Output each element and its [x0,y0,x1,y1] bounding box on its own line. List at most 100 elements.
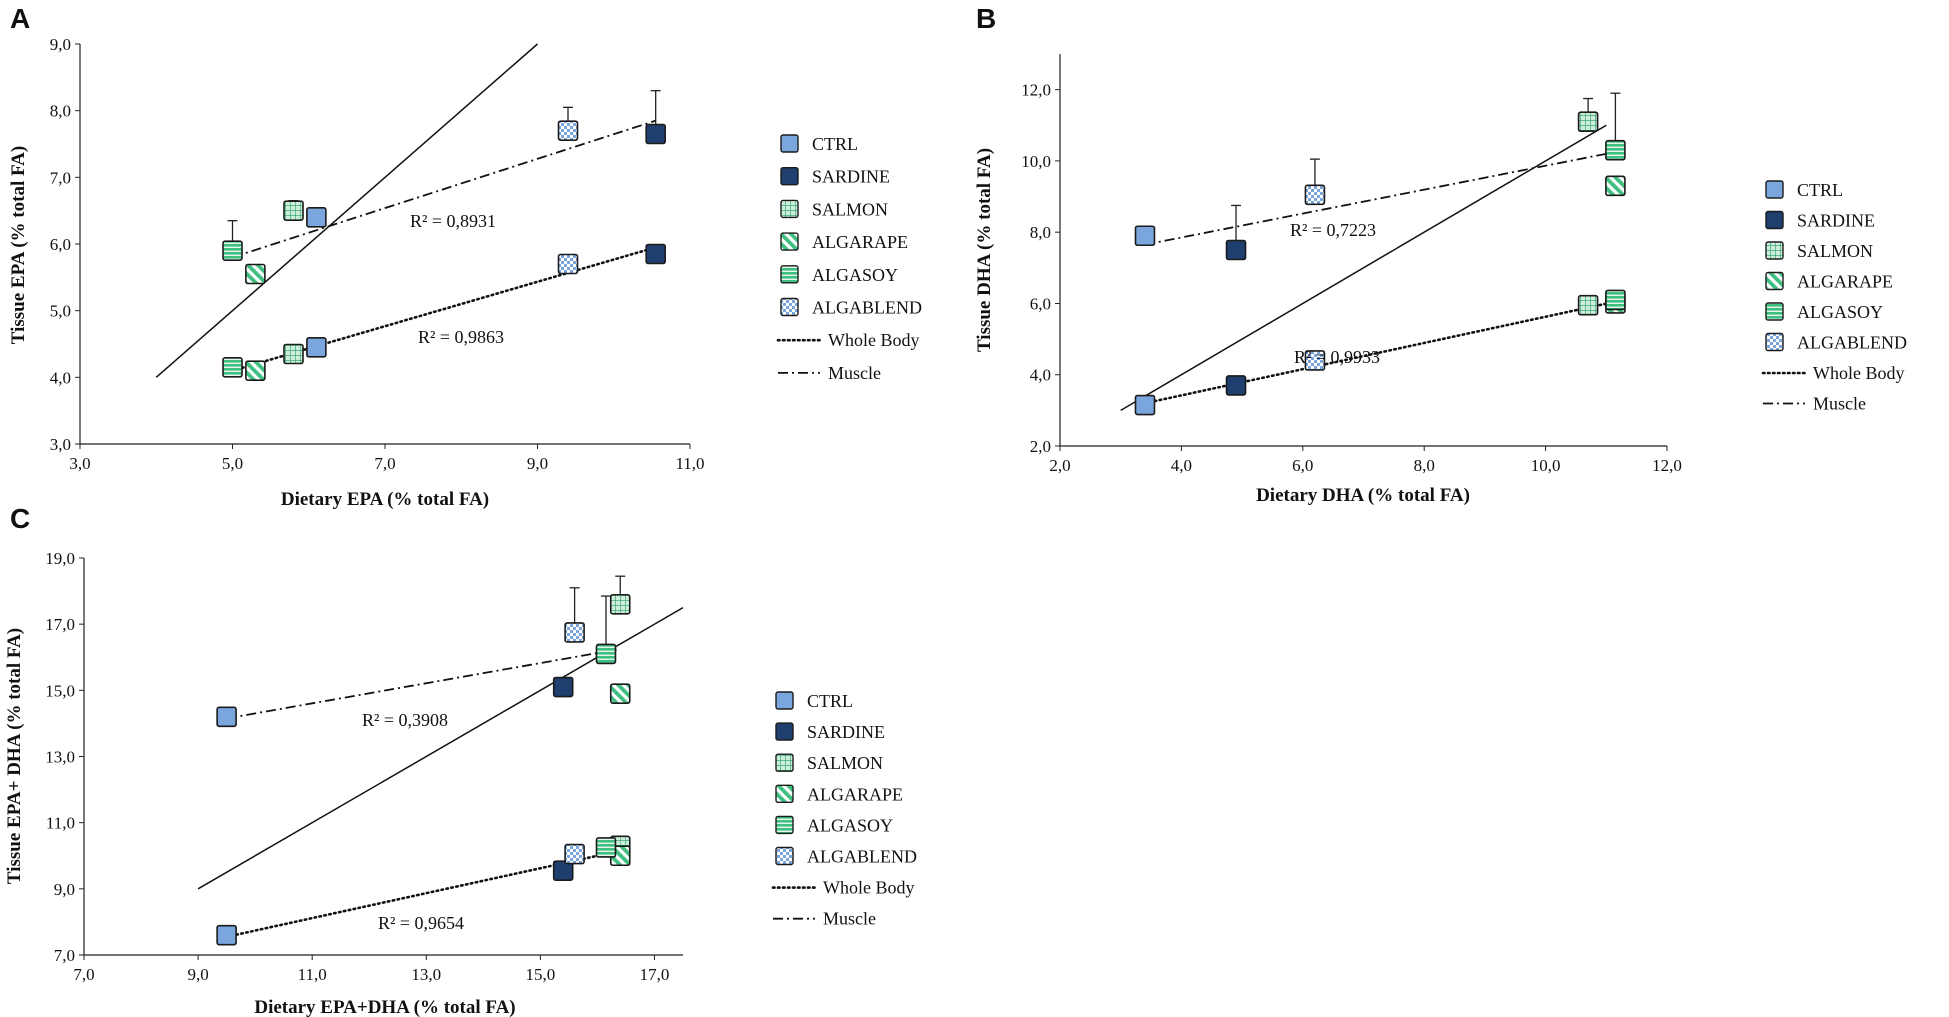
panel-c-legend-label-algablend: ALGABLEND [807,847,917,867]
panel-b-x-label: Dietary DHA (% total FA) [1256,485,1470,506]
panel-b-legend-label-sardine: SARDINE [1797,211,1875,231]
panel-a-y-tick-label: 3,0 [50,435,71,454]
panel-a-legend-swatch-sardine [780,166,799,186]
panel-c-whole-body-point-ctrl [216,924,237,946]
panel-b-lines [1120,124,1617,412]
panel-c-x-tick-label: 17,0 [640,965,670,984]
panel-c-x-label: Dietary EPA+DHA (% total FA) [254,997,515,1017]
panel-a-y-ticks: 3,0 4,0 5,0 6,0 7,0 8,0 9,0 [50,35,80,454]
panel-a-y-label: Tissue EPA (% total FA) [8,146,29,344]
panel-b-legend-item-algablend: ALGABLEND [1765,333,1907,353]
panel-a-legend-label-ctrl: CTRL [812,134,858,154]
panel-b-whole-body-point-sardine [1225,375,1247,396]
panel-c-muscle-point-algasoy [595,643,617,665]
panel-a-legend-swatch-algarape [780,232,799,251]
panel-b-legend-label-algasoy: ALGASOY [1797,302,1883,322]
panel-a-legend-item-sardine: SARDINE [780,166,890,187]
panel-c-y-tick-label: 15,0 [45,681,75,700]
panel-b-legend-item-sardine: SARDINE [1765,210,1875,231]
panel-a-whole-body-point-salmon [283,343,304,365]
panel-b-legend-item-ctrl: CTRL [1765,180,1843,200]
panel-a-muscle-point-algarape [245,263,266,285]
panel-b-muscle-point-sardine [1225,239,1247,261]
panel-b-whole-body-trendline [1143,300,1617,405]
panel-a-whole-body-point-algasoy [222,357,243,378]
panel-a-x-tick-label: 3,0 [69,454,90,473]
panel-a-legend-item-algablend: ALGABLEND [780,297,922,318]
panel-c-y-tick-label: 17,0 [45,615,75,634]
panel-a-legend-item-algarape: ALGARAPE [780,232,908,252]
panel-a-y-tick-label: 7,0 [50,168,71,187]
panel-b-legend: CTRL SARDINE SALMON ALGARAPE ALGASOY ALGABLEN… [1761,180,1907,414]
panel-c-y-tick-label: 7,0 [54,946,75,965]
panel-b-y-tick-label: 12,0 [1021,81,1051,100]
panel-c-legend-item-algasoy: ALGASOY [775,815,893,835]
panel-b-legend-swatch-sardine [1765,210,1784,230]
panel-a-legend: CTRL SARDINE SALMON ALGARAPE ALGASOY ALGABLEN… [776,134,922,383]
panel-b-legend-label-muscle: Muscle [1813,394,1866,414]
panel-a-y-tick-label: 5,0 [50,302,71,321]
panel-b-legend-label-salmon: SALMON [1797,241,1873,261]
panel-a-whole-body-trendline [231,246,657,372]
panel-a-legend-item-whole-body: Whole Body [776,330,920,350]
panel-b-muscle-point-algablend [1304,184,1326,206]
panel-b-legend-item-algasoy: ALGASOY [1765,302,1883,322]
panel-b-points [1134,111,1626,416]
panel-c-x-tick-label: 15,0 [526,965,556,984]
panel-a-identity-line [155,43,538,378]
panel-c-whole-body-point-algablend [564,843,585,865]
panel-a-legend-swatch-algablend [780,297,799,317]
panel-b-y-label: Tissue DHA (% total FA) [974,148,995,352]
panel-c-x-tick-label: 13,0 [411,965,441,984]
panel-a-legend-label-salmon: SALMON [812,199,888,219]
panel-c-muscle-point-ctrl [216,706,237,728]
panel-c-y-tick-label: 9,0 [54,880,75,899]
panel-a-x-label: Dietary EPA (% total FA) [281,489,489,510]
panel-b-muscle-r2: R² = 0,7223 [1290,220,1376,240]
panel-b-legend-label-algablend: ALGABLEND [1797,333,1907,353]
panel-b-x-tick-label: 12,0 [1652,456,1682,475]
panel-b-legend-swatch-algarape [1765,271,1784,291]
panel-c-muscle-point-algarape [609,683,631,704]
panel-b-legend-swatch-salmon [1765,241,1784,260]
panel-b-muscle-point-salmon [1577,111,1599,133]
panel-c-legend-item-salmon: SALMON [775,753,883,773]
panel-c-legend-item-sardine: SARDINE [775,722,885,742]
panel-b-y-tick-label: 4,0 [1030,366,1051,385]
panel-b-y-tick-label: 6,0 [1030,294,1051,313]
panel-a-legend-item-ctrl: CTRL [780,134,858,154]
panel-b-x-tick-label: 6,0 [1292,456,1313,475]
panel-c-points [216,594,631,946]
panel-b-legend-item-salmon: SALMON [1765,241,1873,261]
panel-b-legend-label-ctrl: CTRL [1797,180,1843,200]
panel-b: B 2,0 4,0 6,0 8,0 10,0 12,0 2,0 4,0 6,0 8,0 10,0 1… [974,3,1907,506]
panel-c-legend-item-ctrl: CTRL [775,691,853,711]
panel-a-muscle-point-algablend [557,120,579,141]
panel-a-legend-label-algasoy: ALGASOY [812,265,898,285]
panel-b-legend-item-whole-body: Whole Body [1761,363,1905,383]
panel-a-y-tick-label: 6,0 [50,235,71,254]
panel-a-x-tick-label: 9,0 [527,454,548,473]
panel-a-x-ticks: 3,0 5,0 7,0 9,0 11,0 [69,444,705,473]
panel-c-legend-item-algablend: ALGABLEND [775,846,917,867]
panel-a-legend-swatch-salmon [780,199,799,219]
panel-a-whole-body-r2: R² = 0,9863 [418,327,504,347]
panel-c: C 7,0 9,0 11,0 13,0 15,0 17,0 19,0 7,0 9,0 11,0 1… [4,503,917,1017]
panel-c-legend-label-ctrl: CTRL [807,691,853,711]
panel-b-legend-label-whole-body: Whole Body [1813,363,1905,383]
panel-b-identity-line [1120,124,1607,412]
panel-letter-a: A [10,3,30,34]
panel-c-x-tick-label: 9,0 [187,965,208,984]
panel-b-whole-body-point-algablend [1304,350,1326,371]
panel-a-muscle-trendline [232,119,656,259]
panel-a-y-tick-label: 9,0 [50,35,71,54]
panel-a-legend-label-algablend: ALGABLEND [812,298,922,318]
panel-a-muscle-r2: R² = 0,8931 [410,211,496,231]
panel-a: A 3,0 4,0 5,0 6,0 7,0 8,0 9,0 3,0 5,0 7,0 9,0 11,0… [8,3,922,510]
panel-c-legend-label-algarape: ALGARAPE [807,784,903,804]
panel-a-legend-label-algarape: ALGARAPE [812,232,908,252]
panel-c-legend-swatch-algablend [775,846,794,866]
panel-c-legend-item-muscle: Muscle [773,909,876,929]
panel-a-lines [155,43,657,378]
